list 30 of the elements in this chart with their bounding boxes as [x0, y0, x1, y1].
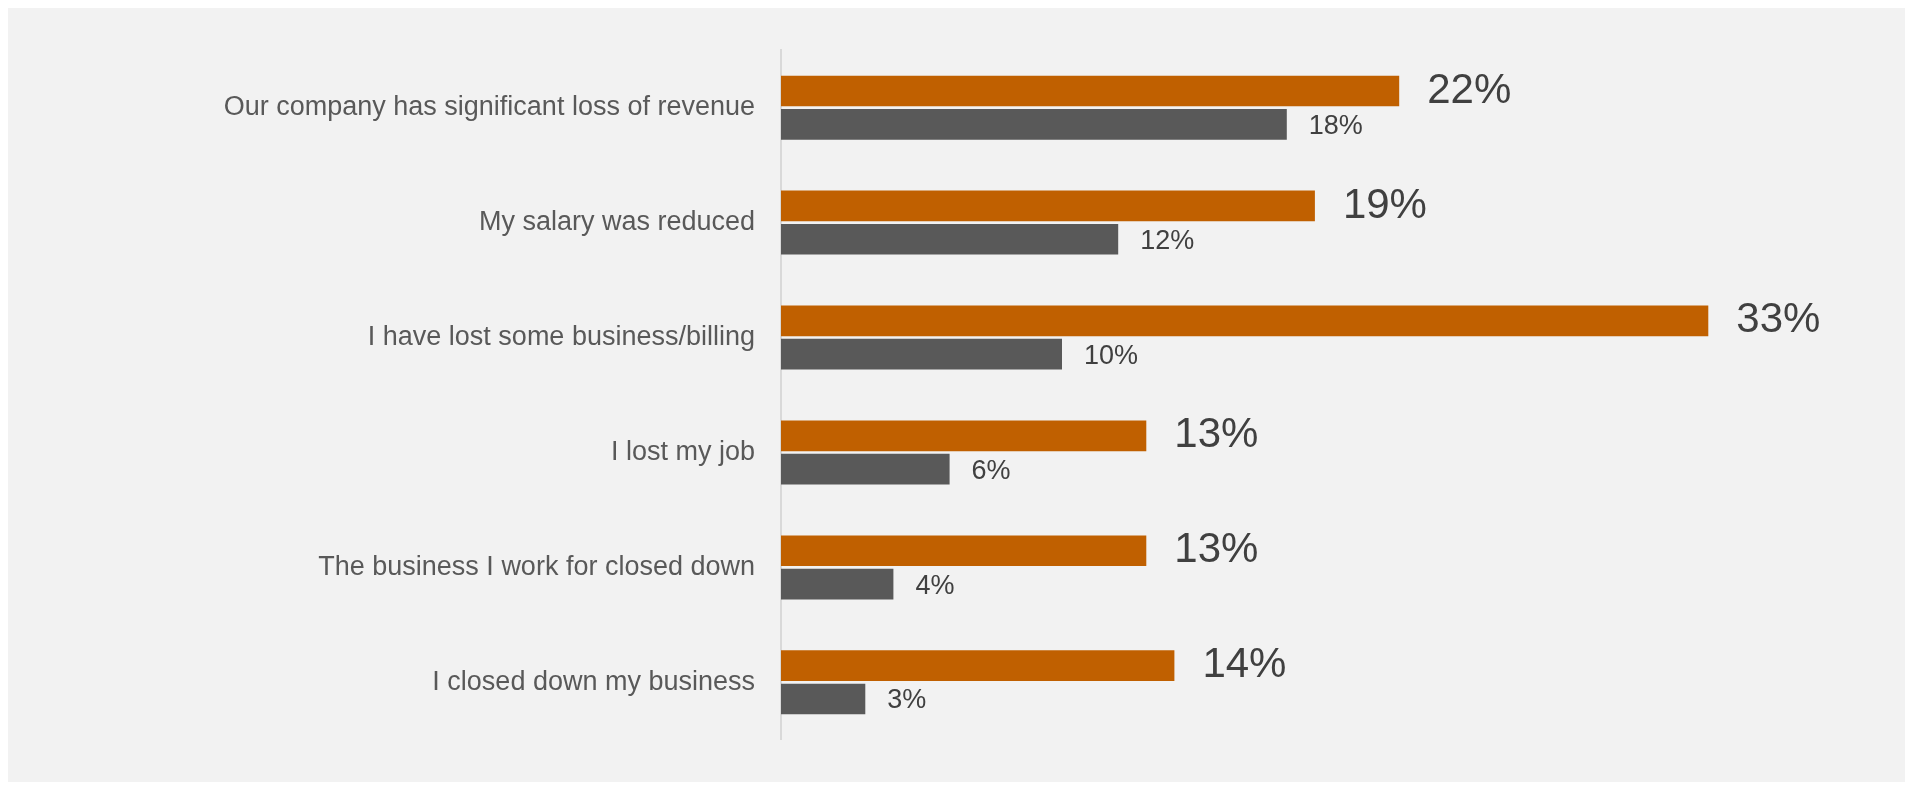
- data-label: 4%: [915, 569, 955, 600]
- y-tick-label: I have lost some business/billing: [367, 320, 755, 351]
- bar: [781, 568, 894, 600]
- bar: [781, 535, 1147, 567]
- bar: [781, 223, 1119, 255]
- bar: [781, 109, 1287, 140]
- data-label: 19%: [1342, 179, 1427, 227]
- data-label: 13%: [1174, 409, 1259, 457]
- bar: [781, 683, 866, 715]
- bar: [781, 650, 1175, 681]
- y-tick-label: I lost my job: [610, 435, 755, 466]
- data-label: 33%: [1736, 294, 1821, 342]
- data-label: 10%: [1084, 339, 1139, 370]
- data-label: 3%: [887, 684, 927, 715]
- y-tick-label: My salary was reduced: [478, 206, 755, 237]
- data-label: 6%: [971, 454, 1011, 485]
- bar: [781, 190, 1315, 222]
- data-label: 14%: [1202, 639, 1287, 687]
- data-label: 12%: [1140, 224, 1195, 255]
- bar: [781, 75, 1400, 107]
- data-label: 13%: [1174, 524, 1259, 572]
- bar: [781, 305, 1709, 337]
- bar: [781, 453, 950, 485]
- y-tick-label: The business I work for closed down: [318, 550, 755, 581]
- data-label: 18%: [1308, 109, 1363, 140]
- bar: [781, 338, 1062, 370]
- bar: [781, 420, 1147, 452]
- data-label: 22%: [1427, 64, 1512, 112]
- y-tick-label: I closed down my business: [432, 665, 755, 696]
- y-tick-label: Our company has significant loss of revenue: [223, 91, 755, 122]
